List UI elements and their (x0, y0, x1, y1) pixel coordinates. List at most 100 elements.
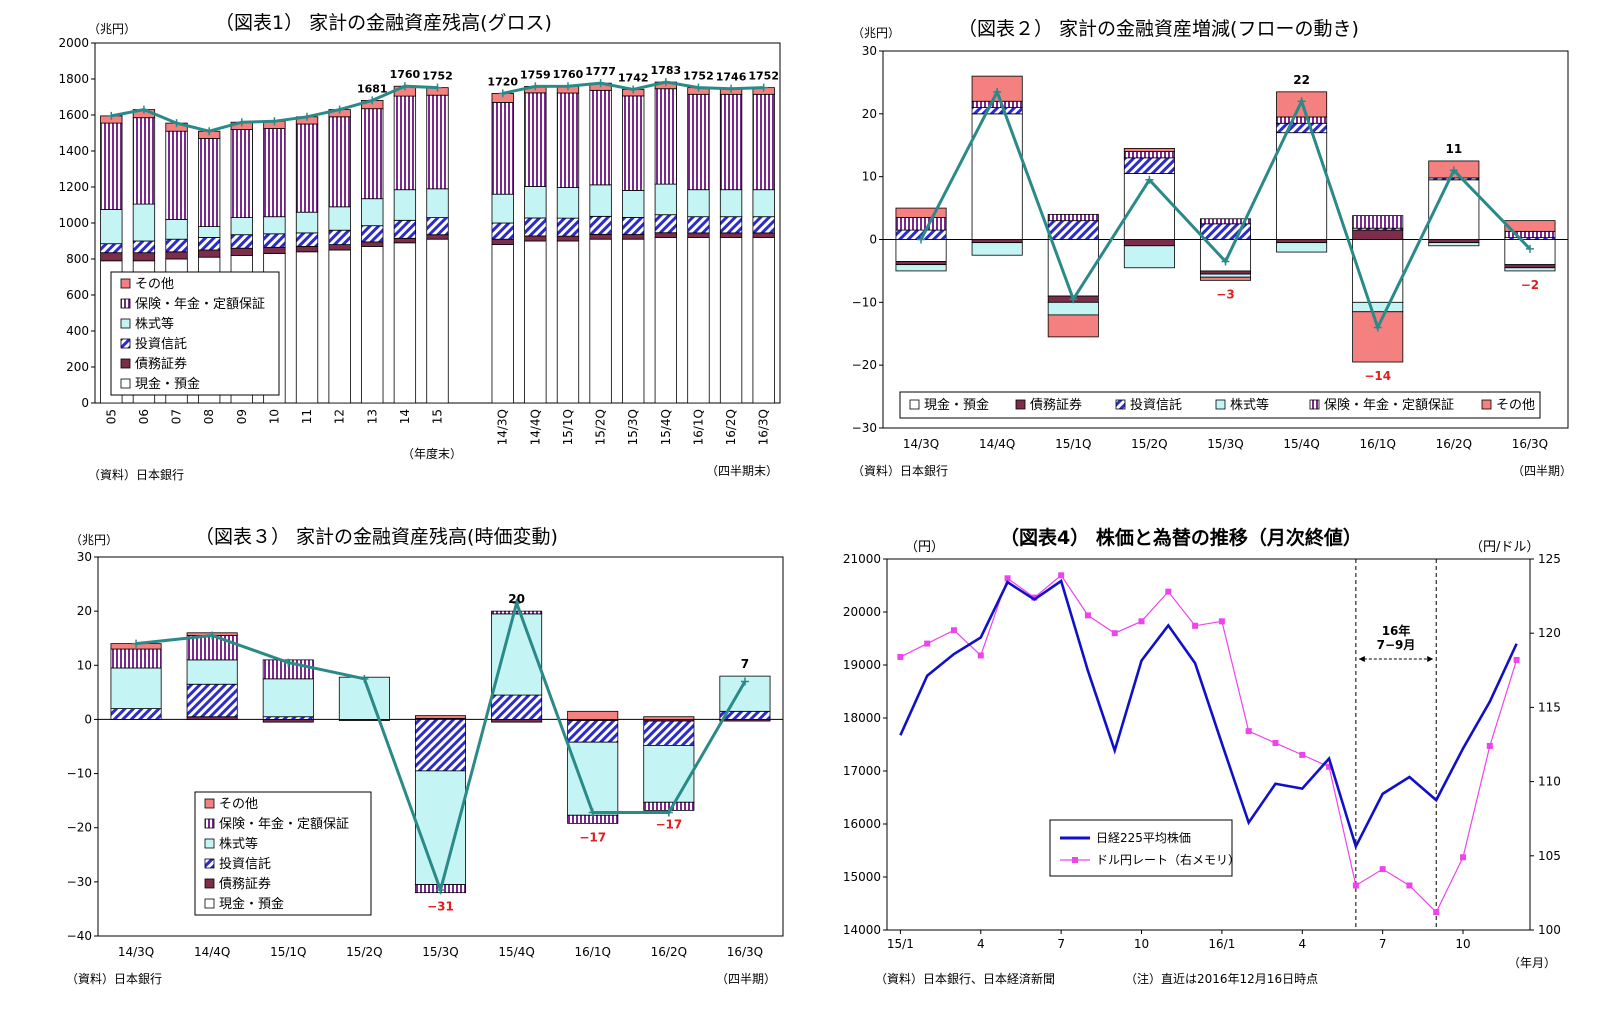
y-tick-label: 0 (81, 396, 89, 410)
x-tick-label: 15/3Q (626, 409, 640, 445)
usdjpy-point (950, 627, 957, 634)
total-marker (360, 674, 369, 683)
data-label: 1742 (618, 71, 649, 84)
x-tick-label: 14/3Q (903, 437, 939, 451)
legend-swatch-cash (120, 378, 131, 389)
x-tick-label: 15/1Q (1055, 437, 1091, 451)
x-tick-label: 08 (202, 409, 216, 424)
usdjpy-point (1299, 751, 1306, 758)
y-tick-label: 30 (862, 44, 877, 58)
legend-label: その他 (219, 797, 258, 812)
legend-label: ドル円レート（右メモリ） (1096, 852, 1240, 867)
legend-label: 株式等 (1230, 397, 1269, 413)
y-tick-label: 1400 (58, 144, 89, 158)
data-label: 1681 (357, 82, 388, 95)
total-marker (740, 677, 749, 686)
bar-segment-stocks (1123, 245, 1175, 269)
x-tick-label: 15/4Q (659, 409, 673, 445)
figure-2-title: （図表２） 家計の金融資産増減(フローの動き) (958, 18, 1359, 40)
figure-4-unit-right: （円/ドル） (1470, 540, 1540, 555)
legend-swatch-usdjpy-marker (1072, 857, 1078, 863)
legend-swatch-trusts (204, 858, 215, 869)
y2-tick-label: 120 (1538, 626, 1561, 640)
total-marker (237, 118, 246, 127)
total-marker (132, 639, 141, 648)
figure-1-xlabel-year: （年度末） (402, 447, 463, 461)
bar-segment-stocks (1276, 242, 1328, 253)
legend-swatch-stocks (120, 318, 131, 329)
x-tick-label: 15/1 (887, 937, 914, 951)
legend-label: 投資信託 (135, 336, 187, 352)
usdjpy-point (1084, 612, 1091, 619)
legend-label: 投資信託 (219, 856, 271, 872)
y-tick-label: 800 (66, 252, 89, 266)
x-tick-label: 16/2Q (724, 409, 738, 445)
bar-segment-insurance (1199, 218, 1252, 225)
data-label: 1760 (553, 68, 584, 81)
legend-label: 債務証券 (1030, 397, 1082, 413)
y-tick-label: 1200 (58, 180, 89, 194)
y-tick-label: 0 (869, 233, 877, 247)
x-tick-label: 14 (398, 409, 412, 424)
data-label: 7 (741, 657, 749, 671)
x-tick-label: 15/1Q (270, 945, 306, 959)
x-tick-label: 4 (977, 937, 985, 951)
figure-2-source: （資料）日本銀行 (852, 464, 949, 478)
legend-label: 日経225平均株価 (1096, 830, 1191, 845)
legend-swatch-insurance (120, 298, 131, 309)
total-marker (563, 82, 572, 91)
legend-swatch-bonds (120, 358, 131, 369)
bar-segment-trusts (414, 719, 467, 772)
data-label: −3 (1216, 287, 1234, 301)
figure-4-unit-left: （円） (905, 540, 945, 555)
usdjpy-point (1218, 618, 1225, 625)
y-tick-label: 600 (66, 288, 89, 302)
total-marker (759, 83, 768, 92)
x-tick-label: 15/2Q (346, 945, 382, 959)
data-label: 1760 (390, 68, 421, 81)
legend-swatch-other (1481, 399, 1492, 410)
x-tick-label: 14/3Q (118, 945, 154, 959)
usdjpy-point (897, 653, 904, 660)
legend-label: その他 (135, 277, 174, 292)
y-tick-label: −40 (67, 929, 92, 943)
bar-segment-other (1504, 220, 1556, 232)
y-tick-label: 30 (77, 550, 92, 564)
figure-2-unit: （兆円） (852, 26, 901, 40)
usdjpy-point (1138, 618, 1145, 625)
x-tick-label: 16/1Q (1360, 437, 1396, 451)
bar-segment-stocks (338, 676, 390, 720)
data-label: 11 (1445, 142, 1462, 156)
usdjpy-point (1486, 742, 1493, 749)
figure-4-xlabel: （年月） (1508, 956, 1557, 970)
total-marker (1525, 244, 1534, 253)
x-tick-label: 15/1Q (561, 409, 575, 445)
total-marker (107, 111, 116, 120)
x-tick-label: 15/2Q (1131, 437, 1167, 451)
legend-swatch-cash (204, 898, 215, 909)
data-label: 1752 (422, 70, 453, 83)
total-marker (531, 82, 540, 91)
x-tick-label: 11 (300, 409, 314, 424)
total-marker (664, 808, 673, 817)
data-label: −17 (579, 830, 606, 844)
legend-swatch-trusts (1115, 399, 1126, 410)
legend-swatch-bonds (1015, 399, 1026, 410)
x-tick-label: 16/1Q (575, 945, 611, 959)
usdjpy-point (1460, 854, 1467, 861)
y-tick-label: 20000 (843, 605, 881, 619)
legend-label: 債務証券 (135, 356, 187, 372)
total-marker (172, 119, 181, 128)
y-tick-label: 0 (84, 712, 92, 726)
total-marker (512, 599, 521, 608)
y-tick-label: 17000 (843, 764, 881, 778)
usdjpy-point (1245, 728, 1252, 735)
data-label: 1783 (651, 64, 682, 77)
usdjpy-point (1004, 575, 1011, 582)
total-marker (1145, 175, 1154, 184)
legend-label: 現金・預金 (219, 896, 284, 912)
legend (194, 791, 372, 916)
bar-segment-other (895, 207, 947, 218)
y-tick-label: −20 (67, 821, 92, 835)
